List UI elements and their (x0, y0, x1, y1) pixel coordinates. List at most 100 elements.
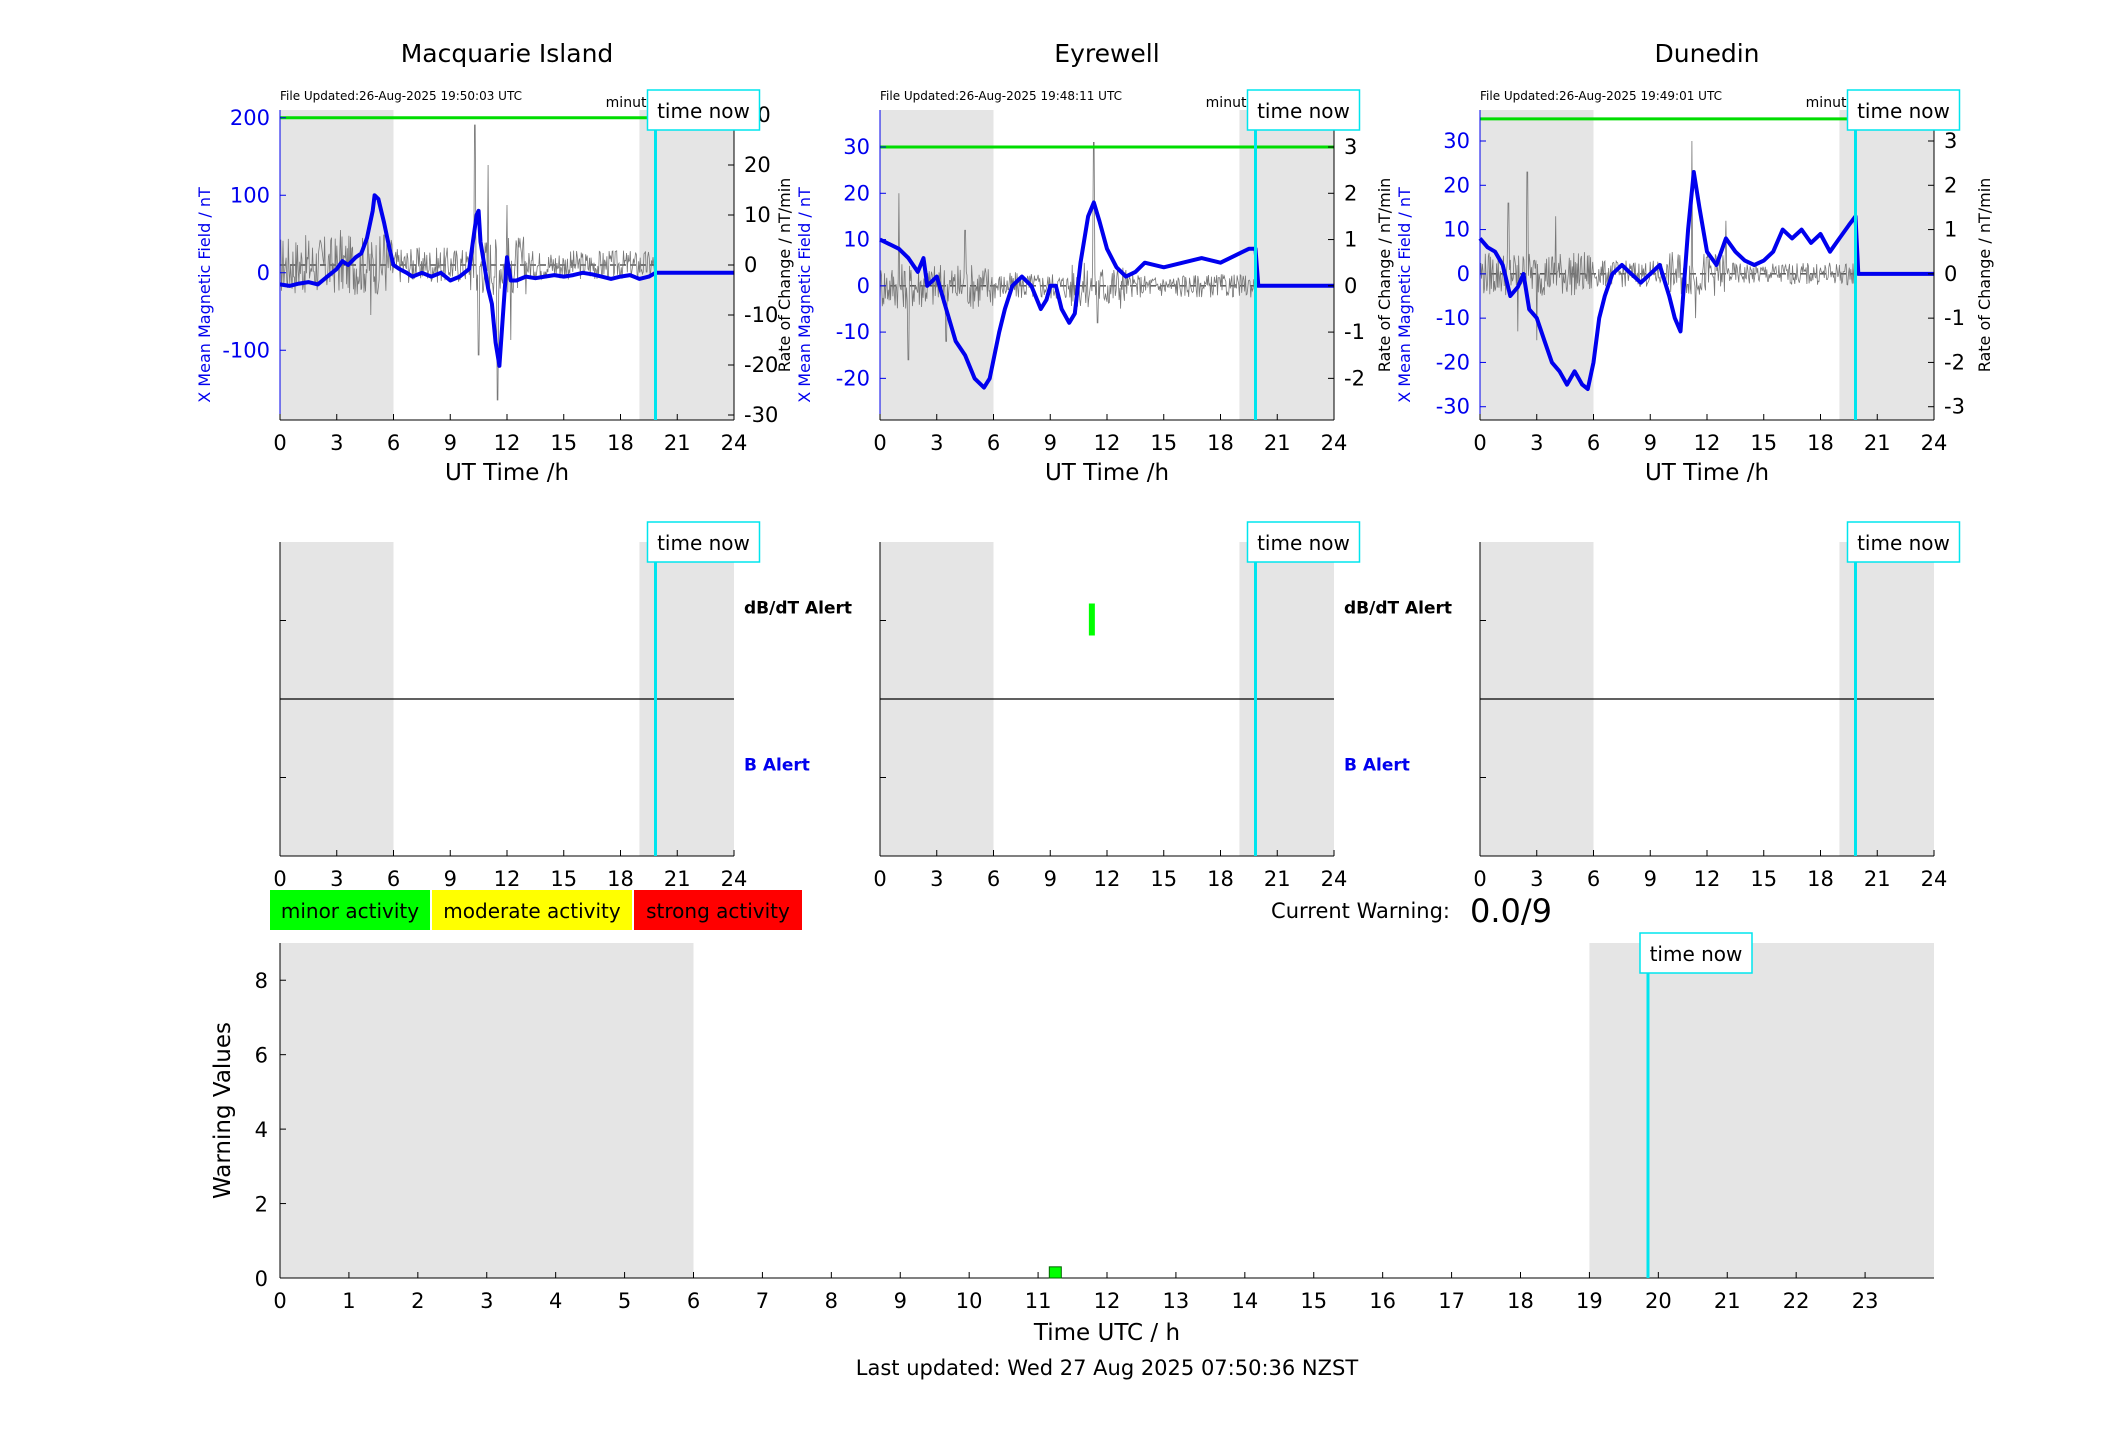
x-tick-label: 3 (930, 431, 943, 455)
x-tick-label: 9 (444, 431, 457, 455)
x-tick-label: 0 (1473, 431, 1486, 455)
time-now-label: time now (1857, 99, 1950, 123)
x-tick-label: 9 (1644, 867, 1657, 891)
y2-tick-label: -10 (744, 303, 778, 327)
current-warning-value: 0.0/9 (1470, 892, 1552, 930)
y-tick-label: 10 (1443, 218, 1470, 242)
x-tick-label: 6 (1587, 867, 1600, 891)
x-tick-label: 12 (1694, 867, 1721, 891)
x-tick-label: 3 (330, 431, 343, 455)
x-tick-label: 12 (1094, 1289, 1121, 1313)
x-tick-label: 14 (1231, 1289, 1258, 1313)
y-tick-label: 0 (1457, 262, 1470, 286)
x-tick-label: 12 (1094, 431, 1121, 455)
x-tick-label: 24 (1921, 867, 1948, 891)
station-title: Macquarie Island (401, 39, 614, 68)
station-title: Eyrewell (1054, 39, 1159, 68)
x-axis-label: UT Time /h (1645, 460, 1769, 486)
current-warning-label: Current Warning: (1271, 899, 1450, 923)
x-tick-label: 15 (1750, 431, 1777, 455)
magnetic-field-trace (1478, 170, 1934, 391)
y-tick-label: 6 (255, 1044, 268, 1068)
dbdt-alert-label: dB/dT Alert (744, 599, 852, 619)
x-tick-label: 7 (756, 1289, 769, 1313)
x-tick-label: 17 (1438, 1289, 1465, 1313)
x-tick-label: 5 (618, 1289, 631, 1313)
y2-tick-label: -1 (1944, 306, 1965, 330)
y2-tick-label: 2 (1944, 173, 1957, 197)
x-tick-label: 0 (273, 867, 286, 891)
legend-moderate-label: moderate activity (443, 899, 621, 923)
x-axis-label: UT Time /h (445, 460, 569, 486)
x-tick-label: 24 (1321, 431, 1348, 455)
x-tick-label: 9 (1044, 431, 1057, 455)
y-axis-label: X Mean Magnetic Field / nT (1395, 187, 1414, 403)
time-now-label: time now (657, 531, 750, 555)
y-tick-label: 200 (230, 106, 270, 130)
time-now-label: time now (1257, 531, 1350, 555)
x-tick-label: 24 (1921, 431, 1948, 455)
y2-tick-label: -30 (744, 403, 778, 427)
x-tick-label: 6 (987, 867, 1000, 891)
y-tick-label: -20 (1436, 350, 1470, 374)
y-tick-label: -10 (836, 320, 870, 344)
time-now-box (1246, 89, 1361, 131)
y-axis-label: X Mean Magnetic Field / nT (795, 187, 814, 403)
dbdt-alert-label: dB/dT Alert (1344, 599, 1452, 619)
x-tick-label: 0 (1473, 867, 1486, 891)
x-tick-label: 6 (387, 431, 400, 455)
legend-strong-label: strong activity (646, 899, 790, 923)
shaded-region (280, 943, 694, 1278)
x-axis-label: UT Time /h (1045, 460, 1169, 486)
y2-tick-label: 2 (1344, 181, 1357, 205)
y-tick-label: 4 (255, 1118, 268, 1142)
x-tick-label: 3 (330, 867, 343, 891)
y-tick-label: -10 (1436, 306, 1470, 330)
x-tick-label: 12 (494, 431, 521, 455)
y-tick-label: 8 (255, 969, 268, 993)
x-tick-label: 10 (956, 1289, 983, 1313)
x-tick-label: 21 (664, 867, 691, 891)
x-tick-label: 15 (550, 431, 577, 455)
x-tick-label: 12 (494, 867, 521, 891)
x-tick-label: 19 (1576, 1289, 1603, 1313)
file-updated-label: File Updated:26-Aug-2025 19:49:01 UTC (1480, 89, 1722, 103)
y2-tick-label: 0 (1944, 262, 1957, 286)
x-tick-label: 18 (1207, 431, 1234, 455)
x-tick-label: 1 (342, 1289, 355, 1313)
y2-tick-label: 10 (744, 203, 771, 227)
x-tick-label: 9 (444, 867, 457, 891)
x-tick-label: 15 (1750, 867, 1777, 891)
x-tick-label: 6 (987, 431, 1000, 455)
y2-tick-label: 1 (1344, 228, 1357, 252)
x-tick-label: 21 (1864, 431, 1891, 455)
x-axis-label: Time UTC / h (1033, 1320, 1180, 1346)
x-tick-label: 3 (1530, 867, 1543, 891)
time-now-label: time now (1857, 531, 1950, 555)
y-tick-label: 100 (230, 183, 270, 207)
time-now-box (1846, 89, 1961, 131)
y2-tick-label: -1 (1344, 320, 1365, 344)
y-tick-label: 10 (843, 228, 870, 252)
x-tick-label: 0 (873, 867, 886, 891)
y2-tick-label: 3 (1944, 129, 1957, 153)
y2-tick-label: 20 (744, 153, 771, 177)
shaded-region (880, 110, 994, 420)
x-tick-label: 9 (894, 1289, 907, 1313)
x-tick-label: 6 (387, 867, 400, 891)
x-tick-label: 15 (550, 867, 577, 891)
x-tick-label: 24 (721, 431, 748, 455)
y2-axis-label: Rate of Change / nT/min (1975, 178, 1994, 373)
x-tick-label: 9 (1044, 867, 1057, 891)
y2-tick-label: -20 (744, 353, 778, 377)
file-updated-label: File Updated:26-Aug-2025 19:50:03 UTC (280, 89, 522, 103)
x-tick-label: 12 (1094, 867, 1121, 891)
x-tick-label: 3 (480, 1289, 493, 1313)
time-now-label: time now (1257, 99, 1350, 123)
shaded-region (1239, 110, 1334, 420)
x-tick-label: 0 (873, 431, 886, 455)
x-tick-label: 21 (1864, 867, 1891, 891)
y-tick-label: 0 (857, 274, 870, 298)
x-tick-label: 24 (1321, 867, 1348, 891)
